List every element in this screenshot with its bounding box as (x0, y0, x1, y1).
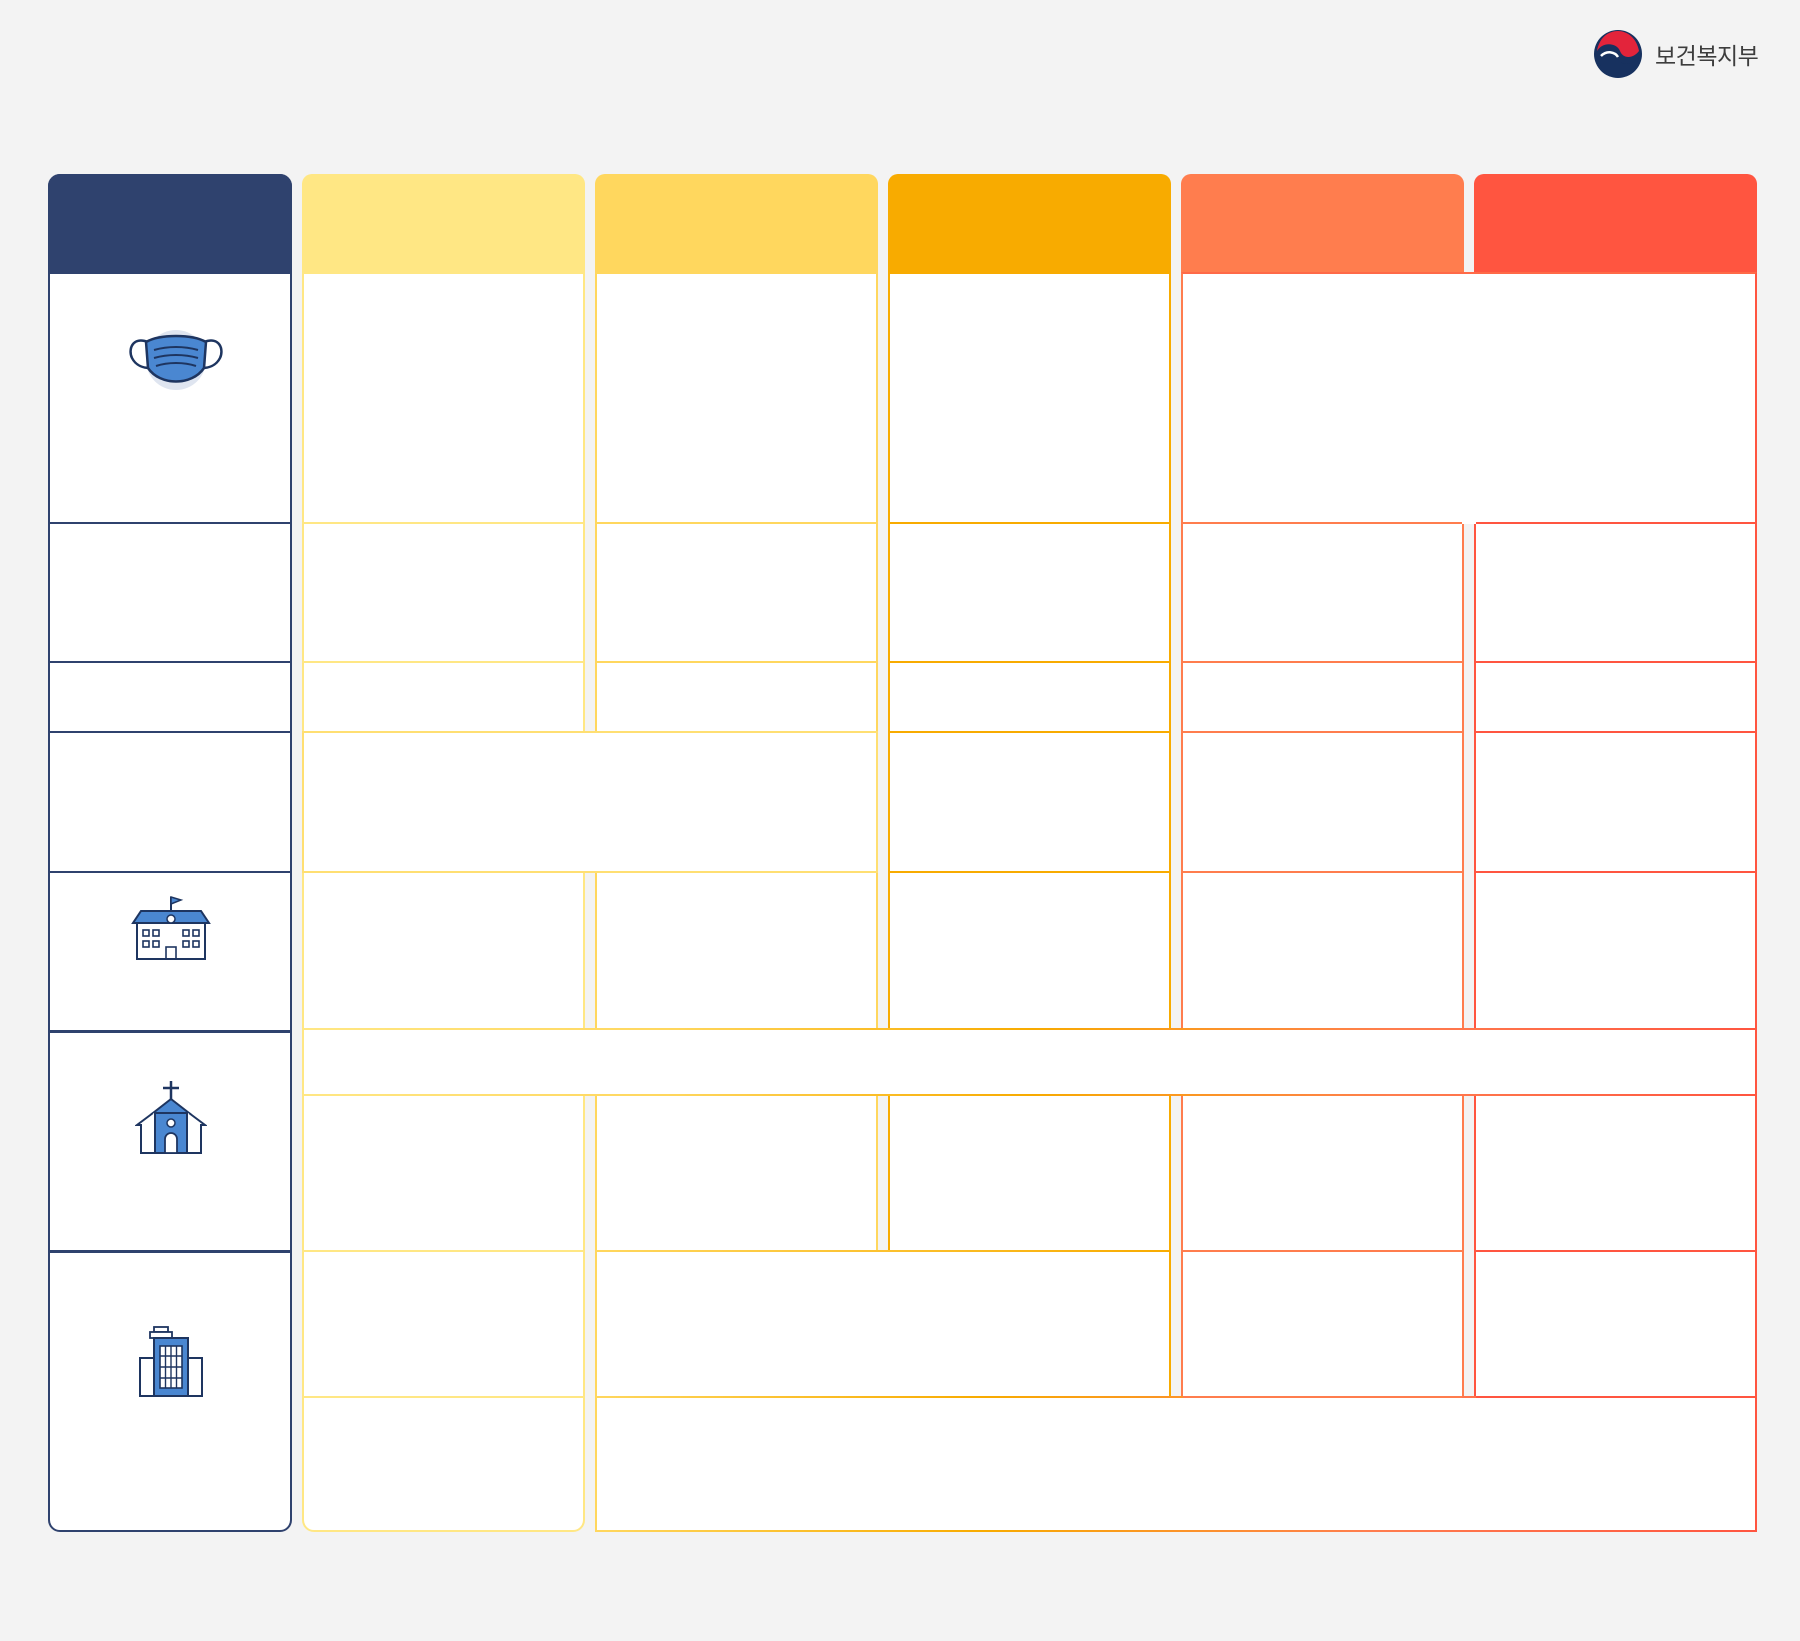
level-4-header (1181, 174, 1464, 274)
church-icon (135, 1081, 207, 1154)
school-icon (131, 895, 211, 960)
ministry-name: 보건복지부 (1655, 44, 1759, 70)
row-line (304, 522, 583, 524)
row-line (1183, 1396, 1462, 1398)
taegeuk-icon (1594, 30, 1642, 78)
category-header (48, 174, 292, 274)
office-building-icon (139, 1326, 203, 1397)
row-line (1183, 731, 1462, 733)
merged-cell-row1-level4-5 (1181, 272, 1757, 524)
row-line (1476, 522, 1755, 524)
merged-cell-row6a-all-levels (302, 1028, 1757, 1096)
category-divider (50, 1030, 290, 1033)
row-line (890, 871, 1169, 873)
row-line (304, 661, 583, 663)
category-divider (50, 1250, 290, 1253)
merged-cell-row4-level1-2 (302, 731, 878, 873)
mask-icon (129, 330, 223, 390)
row-line (1476, 871, 1755, 873)
row-line (304, 1250, 583, 1252)
category-divider (50, 661, 290, 663)
category-column (48, 174, 292, 1532)
row-line (890, 661, 1169, 663)
level-2-header (595, 174, 878, 274)
row-line (1183, 522, 1462, 524)
row-line (597, 522, 876, 524)
row-line (304, 1396, 583, 1398)
row-line (890, 731, 1169, 733)
category-divider (50, 522, 290, 524)
row-line (1183, 871, 1462, 873)
row-line (1183, 1250, 1462, 1252)
row-line (1476, 1250, 1755, 1252)
level-1-header (302, 174, 585, 274)
row-line (1476, 1396, 1755, 1398)
row-line (1183, 661, 1462, 663)
ministry-logo: 보건복지부 (1593, 29, 1759, 79)
merged-cell-row7a-level2-3 (595, 1250, 1171, 1398)
row-line (597, 661, 876, 663)
category-divider (50, 871, 290, 873)
merged-cell-row7b-level2-5 (595, 1396, 1757, 1532)
row-line (1476, 731, 1755, 733)
level-5-header (1474, 174, 1757, 274)
category-divider (50, 731, 290, 733)
level-3-header (888, 174, 1171, 274)
row-line (1476, 661, 1755, 663)
row-line (890, 522, 1169, 524)
